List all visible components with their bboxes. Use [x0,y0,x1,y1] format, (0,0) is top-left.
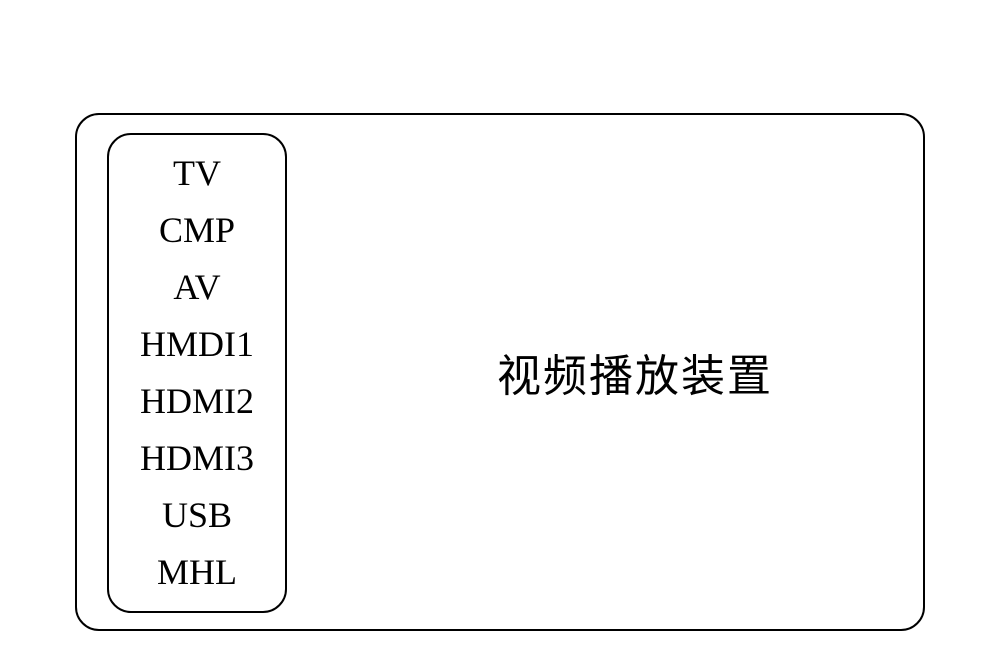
source-item-hdmi3: HDMI3 [140,437,254,480]
source-item-tv: TV [173,152,221,195]
source-list-panel: TV CMP AV HMDI1 HDMI2 HDMI3 USB MHL [107,133,287,613]
device-outer-frame: TV CMP AV HMDI1 HDMI2 HDMI3 USB MHL 视频播放… [75,113,925,631]
source-item-hdmi1: HMDI1 [140,323,254,366]
source-item-av: AV [173,266,220,309]
source-item-cmp: CMP [159,209,235,252]
source-item-usb: USB [162,494,232,537]
source-item-hdmi2: HDMI2 [140,380,254,423]
device-title: 视频播放装置 [497,340,773,404]
source-item-mhl: MHL [157,551,237,594]
